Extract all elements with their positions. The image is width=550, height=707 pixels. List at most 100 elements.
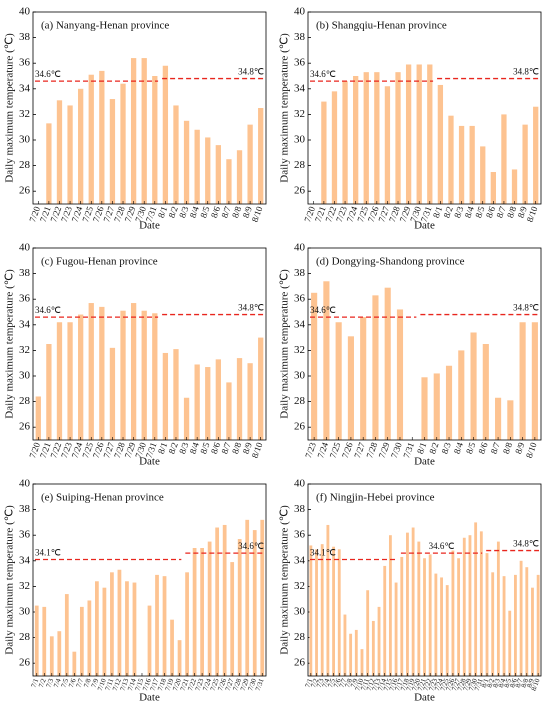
x-tick-label: 8/1 bbox=[156, 205, 169, 219]
bar bbox=[501, 114, 507, 204]
bar bbox=[383, 565, 387, 676]
bar bbox=[258, 108, 264, 204]
bar bbox=[205, 137, 211, 204]
x-tick-label: 7/24 bbox=[201, 677, 213, 692]
threshold-label: 34.6℃ bbox=[35, 305, 61, 315]
bar bbox=[335, 322, 342, 440]
x-tick-label: 8/8 bbox=[230, 441, 244, 456]
bar bbox=[170, 619, 174, 676]
x-tick-label: 7/11 bbox=[104, 677, 116, 692]
y-tick-label: 28 bbox=[294, 395, 306, 407]
y-tick-label: 28 bbox=[19, 159, 31, 171]
bar bbox=[482, 344, 489, 440]
bar bbox=[416, 64, 422, 204]
x-tick-label: 7/20 bbox=[410, 677, 422, 692]
x-tick-label: 7/5 bbox=[60, 677, 71, 689]
y-tick-label: 38 bbox=[19, 267, 31, 279]
bar bbox=[34, 605, 39, 676]
bar bbox=[200, 548, 204, 676]
bar bbox=[309, 545, 313, 676]
x-tick-label: 8/10 bbox=[250, 205, 265, 224]
x-tick-label: 8/2 bbox=[441, 205, 454, 219]
y-tick-label: 38 bbox=[19, 31, 31, 43]
bar bbox=[183, 120, 190, 204]
y-tick-label: 36 bbox=[294, 293, 306, 305]
bar bbox=[247, 124, 253, 204]
x-tick-label: 7/18 bbox=[399, 677, 411, 692]
bar bbox=[434, 573, 438, 676]
bar bbox=[236, 358, 243, 440]
x-tick-label: 7/11 bbox=[359, 677, 371, 692]
x-tick-label: 7/14 bbox=[376, 677, 388, 692]
bar bbox=[374, 72, 380, 204]
x-tick-label: 8/2 bbox=[486, 677, 497, 689]
bar bbox=[130, 303, 137, 440]
threshold-label: 34.6℃ bbox=[429, 541, 455, 551]
bar bbox=[130, 58, 137, 204]
y-tick-label: 30 bbox=[294, 370, 306, 382]
x-tick-label: 7/4 bbox=[321, 677, 332, 689]
bar bbox=[470, 332, 477, 440]
bar bbox=[260, 519, 265, 676]
bar bbox=[230, 562, 235, 676]
bar bbox=[46, 123, 52, 204]
bar bbox=[132, 582, 137, 676]
x-tick-label: 8/3 bbox=[440, 441, 454, 456]
y-tick-label: 32 bbox=[19, 108, 30, 120]
bar bbox=[194, 129, 200, 204]
x-tick-label: 7/14 bbox=[126, 677, 138, 692]
bar bbox=[354, 629, 358, 676]
bar bbox=[396, 309, 404, 440]
bar bbox=[215, 145, 221, 204]
x-axis-label: Date bbox=[414, 220, 435, 232]
x-tick-label: 8/3 bbox=[177, 441, 191, 456]
bar bbox=[480, 146, 486, 204]
bar bbox=[406, 532, 409, 676]
x-tick-label: 8/4 bbox=[188, 441, 202, 456]
bar bbox=[141, 58, 147, 204]
panel-title: (a) Nanyang-Henan province bbox=[41, 20, 169, 32]
panel-title: (e) Suiping-Henan province bbox=[41, 492, 164, 504]
bar bbox=[507, 400, 514, 440]
bar bbox=[42, 606, 47, 676]
bar bbox=[440, 577, 443, 676]
x-tick-label: 7/19 bbox=[164, 677, 176, 692]
x-tick-label: 7/9 bbox=[90, 677, 101, 689]
bar bbox=[147, 605, 152, 676]
x-tick-label: 7/30 bbox=[467, 677, 479, 692]
x-tick-label: 7/5 bbox=[326, 677, 337, 689]
x-tick-label: 7/13 bbox=[371, 677, 383, 692]
y-axis-label: Daily maximum temperature (℃) bbox=[4, 505, 16, 655]
y-tick-label: 34 bbox=[19, 554, 31, 566]
bar bbox=[514, 574, 517, 676]
bar bbox=[57, 631, 62, 676]
x-tick-label: 8/9 bbox=[516, 205, 530, 220]
bar bbox=[323, 281, 330, 440]
x-tick-label: 8/6 bbox=[476, 441, 490, 456]
x-tick-label: 8/7 bbox=[489, 441, 503, 456]
x-tick-label: 7/29 bbox=[462, 677, 474, 692]
bar bbox=[531, 322, 538, 440]
bar bbox=[88, 74, 94, 204]
bar bbox=[468, 535, 472, 676]
x-tick-label: 7/25 bbox=[209, 677, 221, 692]
bar bbox=[56, 322, 63, 440]
y-tick-label: 34 bbox=[19, 318, 31, 330]
x-tick-label: 7/27 bbox=[224, 677, 236, 692]
x-tick-label: 8/6 bbox=[484, 205, 498, 220]
bar bbox=[458, 125, 465, 204]
bar bbox=[388, 535, 392, 676]
bar bbox=[183, 397, 190, 440]
x-tick-label: 7/7 bbox=[338, 677, 349, 689]
panel-title: (f) Ningjin-Hebei province bbox=[316, 492, 435, 504]
bar bbox=[173, 105, 179, 204]
plot-frame bbox=[32, 11, 267, 205]
bar bbox=[360, 649, 364, 676]
bar bbox=[411, 527, 415, 676]
bar bbox=[205, 367, 211, 440]
bar bbox=[87, 600, 92, 676]
bar bbox=[490, 172, 496, 204]
bar bbox=[102, 587, 107, 676]
y-axis-label: Daily maximum temperature (℃) bbox=[279, 505, 291, 655]
y-tick-label: 40 bbox=[19, 242, 31, 254]
